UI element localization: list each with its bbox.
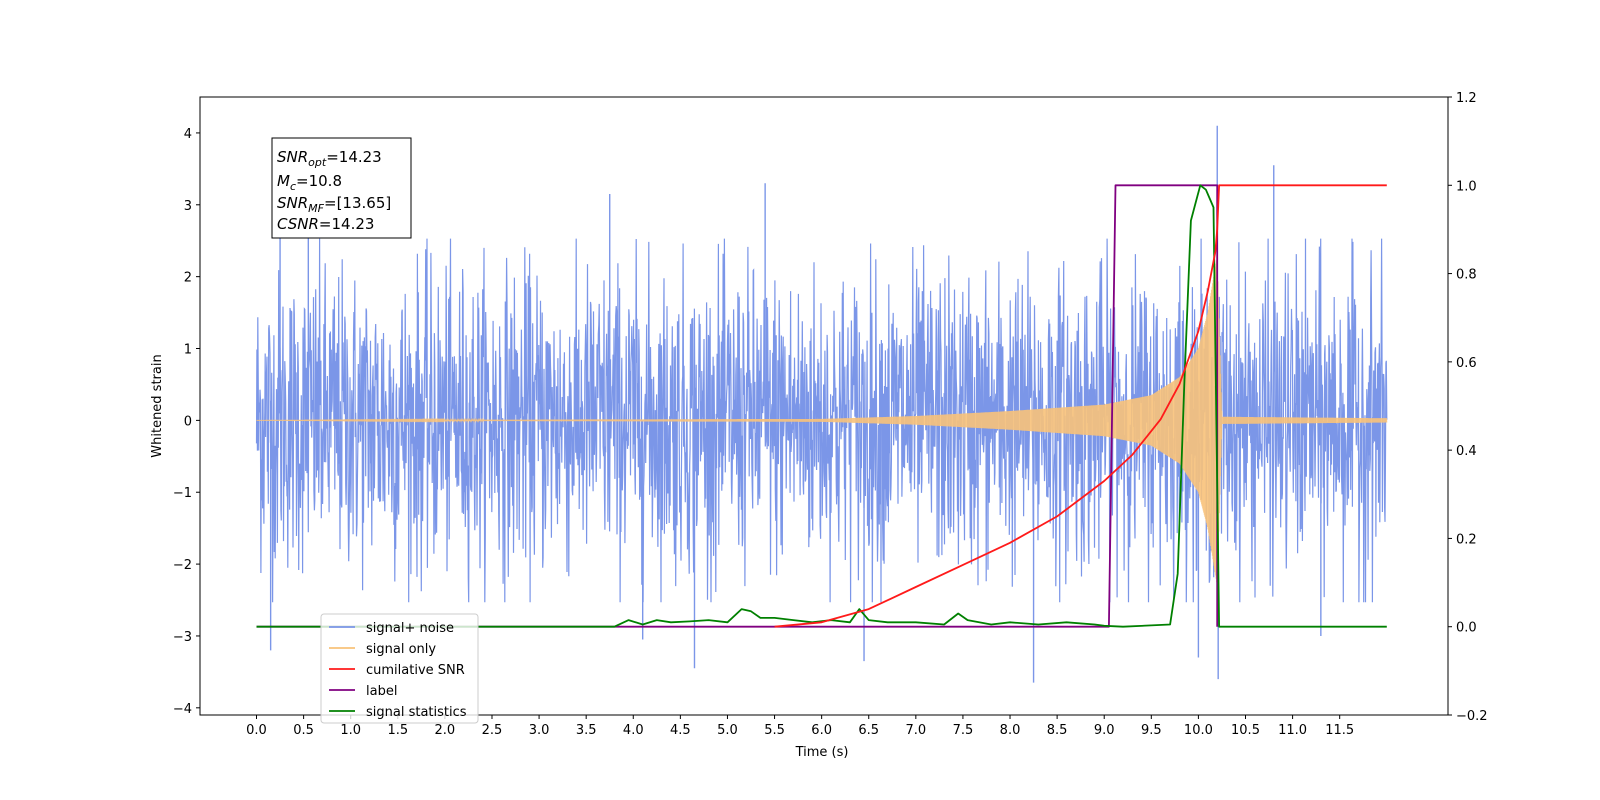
- x-axis-label: Time (s): [795, 745, 849, 760]
- annotation-line-snr-mf: SNRMF=[13.65]: [277, 194, 391, 215]
- legend-label: label: [366, 684, 397, 699]
- metrics-annotation: SNRopt=14.23 Mc=10.8 SNRMF=[13.65] CSNR=…: [271, 137, 412, 239]
- legend-label: signal+ noise: [366, 621, 454, 636]
- legend: signal+ noise signal only cumilative SNR la…: [320, 613, 479, 724]
- x-tick-label: 5.0: [717, 723, 738, 738]
- y-left-tick-label: 0: [184, 414, 192, 429]
- series-signal-statistics: [256, 184, 1387, 628]
- x-tick-label: 2.0: [435, 723, 456, 738]
- x-tick-label: 9.5: [1141, 723, 1162, 738]
- x-tick-label: 10.5: [1231, 723, 1260, 738]
- y-left-tick-label: −3: [173, 630, 192, 645]
- x-tick-label: 2.5: [482, 723, 503, 738]
- x-tick-label: 7.0: [905, 723, 926, 738]
- x-tick-label: 0.5: [293, 723, 314, 738]
- chirp-mass-symbol: M: [277, 172, 290, 190]
- chirp-mass-subscript: c: [290, 180, 296, 193]
- y-left-tick-label: −4: [173, 702, 192, 717]
- x-tick-label: 8.5: [1047, 723, 1068, 738]
- y-axis-label: Whitened strain: [150, 354, 165, 457]
- plot-frame: [199, 96, 1449, 716]
- y-right-tick-label: 1.0: [1456, 179, 1477, 194]
- y-right-tick-label: 0.6: [1456, 356, 1477, 371]
- x-tick-label: 8.0: [1000, 723, 1021, 738]
- snr-opt-symbol: SNR: [277, 148, 308, 166]
- chirp-mass-value: =10.8: [296, 172, 342, 190]
- y-right-tick-label: 0.4: [1456, 444, 1477, 459]
- series-layer: [255, 125, 1388, 683]
- y-left-tick-label: 4: [184, 127, 192, 142]
- annotation-line-chirp-mass: Mc=10.8: [277, 172, 342, 193]
- csnr-value: =14.23: [319, 215, 375, 233]
- annotation-frame: [271, 137, 412, 239]
- y-right-tick-label: 0.2: [1456, 532, 1477, 547]
- csnr-symbol: CSNR: [277, 215, 319, 233]
- y-right-tick-label: 0.8: [1456, 268, 1477, 283]
- x-tick-label: 6.5: [858, 723, 879, 738]
- snr-mf-subscript: MF: [308, 202, 324, 215]
- y-axis-left-ticks: 4 3 2 1 0 −1 −2 −3 −4: [173, 127, 200, 717]
- series-cumulative-snr: [774, 184, 1387, 628]
- annotation-line-csnr: CSNR=14.23: [277, 215, 374, 233]
- x-tick-label: 4.0: [623, 723, 644, 738]
- snr-opt-value: =14.23: [326, 148, 382, 166]
- snr-opt-subscript: opt: [308, 156, 327, 169]
- legend-label: signal only: [366, 642, 436, 657]
- y-right-tick-label: 0.0: [1456, 621, 1477, 636]
- x-tick-label: 5.5: [764, 723, 785, 738]
- x-tick-label: 10.0: [1184, 723, 1213, 738]
- x-tick-label: 11.0: [1278, 723, 1307, 738]
- legend-frame: [320, 613, 479, 724]
- series-signal-only: [256, 256, 1388, 586]
- x-tick-label: 1.0: [340, 723, 361, 738]
- y-left-tick-label: 1: [184, 343, 192, 358]
- y-left-tick-label: −1: [173, 486, 192, 501]
- y-axis-right-ticks: 1.2 1.0 0.8 0.6 0.4 0.2 0.0 −0.2: [1448, 91, 1488, 724]
- x-tick-label: 4.5: [670, 723, 691, 738]
- legend-label: signal statistics: [366, 705, 467, 720]
- legend-label: cumilative SNR: [366, 663, 465, 678]
- x-tick-label: 7.5: [953, 723, 974, 738]
- x-tick-label: 3.0: [529, 723, 550, 738]
- annotation-line-snr-opt: SNRopt=14.23: [277, 148, 382, 169]
- snr-mf-value: =[13.65]: [324, 194, 391, 212]
- y-right-tick-label: −0.2: [1456, 709, 1488, 724]
- x-tick-label: 11.5: [1325, 723, 1354, 738]
- y-left-tick-label: −2: [173, 558, 192, 573]
- y-left-tick-label: 2: [184, 271, 192, 286]
- snr-mf-symbol: SNR: [277, 194, 308, 212]
- x-tick-label: 1.5: [387, 723, 408, 738]
- y-right-tick-label: 1.2: [1456, 91, 1477, 106]
- x-axis-ticks: 0.0 0.5 1.0 1.5 2.0 2.5 3.0 3.5 4.0 4.5 5.0 5.5 6.0 6…: [246, 715, 1354, 738]
- x-tick-label: 9.0: [1094, 723, 1115, 738]
- y-left-tick-label: 3: [184, 199, 192, 214]
- series-label: [256, 184, 1219, 628]
- x-tick-label: 0.0: [246, 723, 267, 738]
- x-tick-label: 6.0: [811, 723, 832, 738]
- x-tick-label: 3.5: [576, 723, 597, 738]
